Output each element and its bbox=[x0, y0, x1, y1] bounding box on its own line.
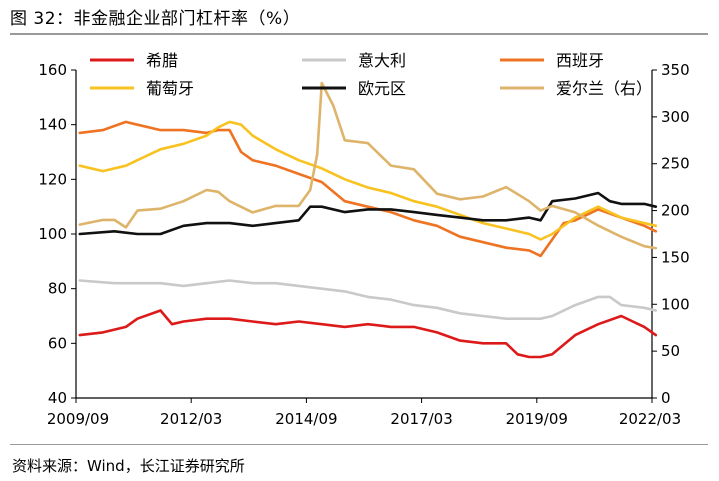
legend-item-2: 意大利 bbox=[302, 51, 406, 70]
right-tick-label: 0 bbox=[661, 389, 671, 407]
source-divider bbox=[10, 444, 708, 445]
right-tick-label: 350 bbox=[661, 61, 690, 79]
x-tick-label: 2014/09 bbox=[275, 410, 337, 428]
legend-item-6: 爱尔兰（右） bbox=[500, 79, 652, 98]
legend-item-5: 欧元区 bbox=[302, 79, 406, 98]
x-tick-label: 2017/03 bbox=[390, 410, 452, 428]
series-line-1 bbox=[78, 309, 658, 359]
series-line-5 bbox=[78, 191, 658, 236]
x-tick-label: 2019/09 bbox=[506, 410, 568, 428]
series-line-3 bbox=[78, 120, 658, 258]
source-note: 资料来源：Wind，长江证券研究所 bbox=[12, 457, 245, 475]
legend-label: 葡萄牙 bbox=[146, 79, 194, 98]
legend-label: 欧元区 bbox=[358, 79, 406, 98]
figure-title: 图 32：非金融企业部门杠杆率（%） bbox=[10, 9, 301, 29]
x-tick-label: 2012/03 bbox=[160, 410, 222, 428]
legend-item-3: 西班牙 bbox=[500, 51, 604, 70]
right-tick-label: 100 bbox=[661, 295, 690, 313]
legend-item-1: 希腊 bbox=[90, 51, 178, 70]
title-divider bbox=[10, 33, 708, 35]
left-tick-label: 120 bbox=[38, 170, 67, 188]
plot-area: 40 60 80 100 120 140 160 0 50 100 150 200 250 300 350 2… bbox=[38, 61, 689, 428]
right-tick-label: 50 bbox=[661, 342, 680, 360]
series-line-2 bbox=[78, 279, 658, 321]
legend-label: 西班牙 bbox=[556, 51, 604, 70]
legend-item-4: 葡萄牙 bbox=[90, 79, 194, 98]
x-tick-label: 2009/09 bbox=[47, 410, 109, 428]
right-tick-label: 250 bbox=[661, 155, 690, 173]
x-tick-label: 2022/03 bbox=[619, 410, 681, 428]
left-tick-label: 60 bbox=[48, 334, 67, 352]
right-tick-label: 300 bbox=[661, 108, 690, 126]
legend-label: 意大利 bbox=[358, 51, 406, 70]
legend-label: 希腊 bbox=[146, 51, 178, 70]
legend-label: 爱尔兰（右） bbox=[556, 79, 652, 98]
left-tick-label: 40 bbox=[48, 389, 67, 407]
series-line-4 bbox=[78, 120, 658, 241]
right-tick-label: 200 bbox=[661, 202, 690, 220]
series-line-6 bbox=[78, 81, 658, 250]
left-tick-label: 140 bbox=[38, 116, 67, 134]
left-tick-label: 80 bbox=[48, 280, 67, 298]
left-tick-label: 160 bbox=[38, 61, 67, 79]
left-tick-label: 100 bbox=[38, 225, 67, 243]
right-tick-label: 150 bbox=[661, 248, 690, 266]
